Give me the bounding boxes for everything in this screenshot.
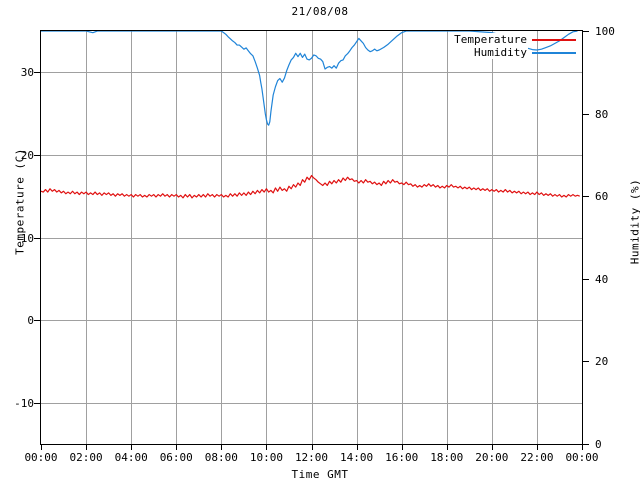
legend-swatch-humidity	[532, 52, 576, 54]
series-layer	[41, 31, 582, 444]
legend-label-humidity: Humidity	[473, 46, 528, 59]
x-axis-tick-mark	[402, 445, 403, 450]
y-axis-right-tick-mark	[583, 196, 589, 197]
y-axis-right-tick-mark	[583, 31, 589, 32]
x-axis-tick-label: 00:00	[552, 452, 612, 463]
y-axis-left-tick-label: 0	[0, 315, 34, 326]
chart-title: 21/08/08	[0, 5, 640, 19]
x-axis-title: Time GMT	[0, 468, 640, 481]
y-axis-left-tick-label: 10	[0, 233, 34, 244]
x-axis-tick-mark	[357, 445, 358, 450]
x-axis-tick-mark	[582, 445, 583, 450]
y-axis-right-tick-mark	[583, 444, 589, 445]
legend-item-temperature: Temperature	[443, 33, 576, 46]
y-axis-right-tick-label: 80	[595, 109, 635, 120]
y-axis-right-title: Humidity (%)	[629, 152, 640, 292]
y-axis-right-tick-label: 60	[595, 191, 635, 202]
x-axis-tick-mark	[41, 445, 42, 450]
y-axis-left-tick-label: -10	[0, 398, 34, 409]
y-axis-right-tick-mark	[583, 361, 589, 362]
x-axis-tick-mark	[312, 445, 313, 450]
y-axis-right-tick-label: 20	[595, 356, 635, 367]
x-axis-tick-mark	[266, 445, 267, 450]
legend-swatch-temperature	[532, 39, 576, 41]
y-axis-right-tick-label: 100	[595, 26, 635, 37]
x-axis-tick-mark	[447, 445, 448, 450]
x-axis-tick-mark	[221, 445, 222, 450]
x-axis-tick-mark	[492, 445, 493, 450]
legend-item-humidity: Humidity	[443, 46, 576, 59]
y-axis-right-tick-label: 40	[595, 274, 635, 285]
y-axis-right-tick-mark	[583, 114, 589, 115]
x-axis-tick-mark	[131, 445, 132, 450]
y-axis-right-tick-mark	[583, 279, 589, 280]
y-axis-left-tick-label: 30	[0, 67, 34, 78]
legend-label-temperature: Temperature	[453, 33, 528, 46]
plot-inner	[41, 31, 582, 444]
plot-area	[40, 30, 583, 445]
x-axis-tick-mark	[537, 445, 538, 450]
y-axis-left-tick-label: 20	[0, 150, 34, 161]
series-line-temperature	[41, 176, 580, 198]
x-axis-tick-mark	[176, 445, 177, 450]
legend: Temperature Humidity	[443, 33, 576, 60]
y-axis-right-tick-label: 0	[595, 439, 635, 450]
x-axis-tick-mark	[86, 445, 87, 450]
